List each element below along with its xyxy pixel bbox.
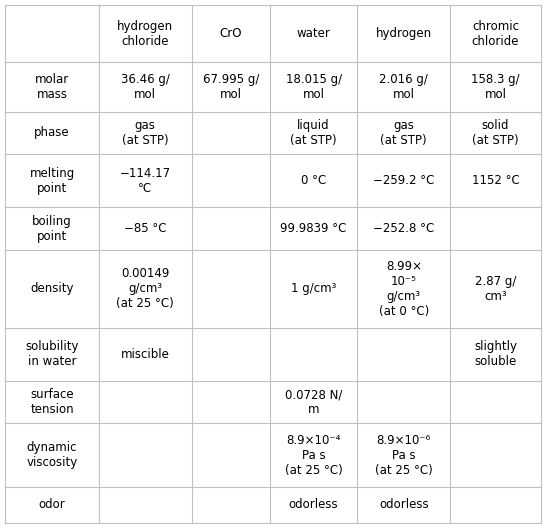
Text: −114.17
°C: −114.17 °C [120,167,171,195]
Text: 67.995 g/
mol: 67.995 g/ mol [203,73,259,101]
Text: 158.3 g/
mol: 158.3 g/ mol [471,73,520,101]
Text: 8.99×
10⁻⁵
g/cm³
(at 0 °C): 8.99× 10⁻⁵ g/cm³ (at 0 °C) [378,260,429,318]
Text: odorless: odorless [379,498,429,512]
Text: melting
point: melting point [29,167,75,195]
Text: hydrogen: hydrogen [376,27,432,40]
Text: 99.9839 °C: 99.9839 °C [281,222,347,235]
Text: chromic
chloride: chromic chloride [472,20,519,48]
Text: molar
mass: molar mass [35,73,69,101]
Text: miscible: miscible [121,348,170,361]
Text: gas
(at STP): gas (at STP) [381,119,427,147]
Text: 8.9×10⁻⁶
Pa s
(at 25 °C): 8.9×10⁻⁶ Pa s (at 25 °C) [375,434,432,477]
Text: 0.00149
g/cm³
(at 25 °C): 0.00149 g/cm³ (at 25 °C) [116,267,174,310]
Text: phase: phase [34,126,70,139]
Text: water: water [296,27,330,40]
Text: 1152 °C: 1152 °C [472,174,519,187]
Text: −252.8 °C: −252.8 °C [373,222,435,235]
Text: odor: odor [39,498,66,512]
Text: 36.46 g/
mol: 36.46 g/ mol [121,73,170,101]
Text: CrO: CrO [219,27,242,40]
Text: liquid
(at STP): liquid (at STP) [290,119,337,147]
Text: 18.015 g/
mol: 18.015 g/ mol [286,73,342,101]
Text: solid
(at STP): solid (at STP) [472,119,519,147]
Text: density: density [31,282,74,295]
Text: surface
tension: surface tension [30,388,74,416]
Text: 8.9×10⁻⁴
Pa s
(at 25 °C): 8.9×10⁻⁴ Pa s (at 25 °C) [284,434,342,477]
Text: gas
(at STP): gas (at STP) [122,119,169,147]
Text: 2.016 g/
mol: 2.016 g/ mol [379,73,428,101]
Text: 2.87 g/
cm³: 2.87 g/ cm³ [475,275,516,303]
Text: −259.2 °C: −259.2 °C [373,174,435,187]
Text: dynamic
viscosity: dynamic viscosity [26,441,78,469]
Text: 1 g/cm³: 1 g/cm³ [291,282,336,295]
Text: 0.0728 N/
m: 0.0728 N/ m [285,388,342,416]
Text: slightly
soluble: slightly soluble [474,341,517,369]
Text: hydrogen
chloride: hydrogen chloride [117,20,173,48]
Text: −85 °C: −85 °C [124,222,167,235]
Text: boiling
point: boiling point [32,214,72,242]
Text: 0 °C: 0 °C [301,174,326,187]
Text: odorless: odorless [289,498,339,512]
Text: solubility
in water: solubility in water [25,341,79,369]
